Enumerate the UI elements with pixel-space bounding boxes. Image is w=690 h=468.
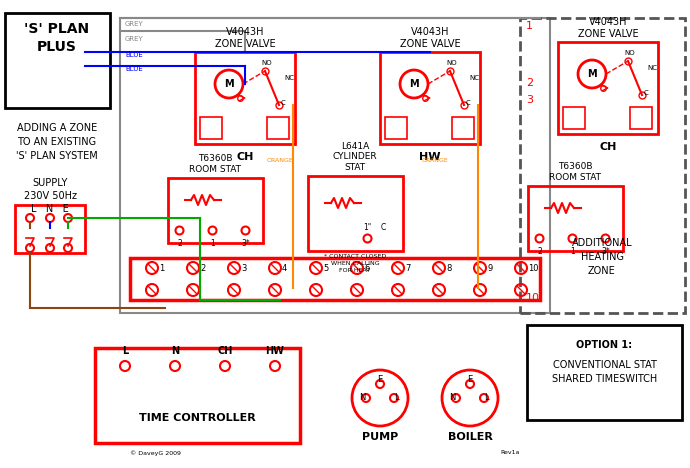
Text: 8: 8 bbox=[446, 264, 451, 273]
Text: NO: NO bbox=[446, 60, 457, 66]
Text: 3: 3 bbox=[526, 95, 533, 105]
Text: T6360B
ROOM STAT: T6360B ROOM STAT bbox=[549, 162, 601, 182]
Text: V4043H
ZONE VALVE: V4043H ZONE VALVE bbox=[578, 17, 638, 39]
Text: CH: CH bbox=[600, 142, 617, 152]
Text: 2: 2 bbox=[200, 264, 205, 273]
Text: N: N bbox=[450, 394, 456, 402]
Text: SUPPLY
230V 50Hz: SUPPLY 230V 50Hz bbox=[23, 178, 77, 201]
Text: 7: 7 bbox=[405, 264, 411, 273]
Text: 2: 2 bbox=[526, 78, 533, 88]
Text: 3: 3 bbox=[241, 264, 246, 273]
Text: ADDING A ZONE
TO AN EXISTING
'S' PLAN SYSTEM: ADDING A ZONE TO AN EXISTING 'S' PLAN SY… bbox=[16, 123, 98, 161]
Text: C: C bbox=[381, 224, 386, 233]
Text: HW: HW bbox=[420, 152, 441, 162]
Text: C: C bbox=[281, 100, 286, 106]
Text: 1": 1" bbox=[364, 224, 372, 233]
Text: NO: NO bbox=[624, 50, 635, 56]
Text: © DaveyG 2009: © DaveyG 2009 bbox=[130, 450, 181, 456]
Text: 1: 1 bbox=[210, 239, 215, 248]
Text: L: L bbox=[122, 346, 128, 356]
Text: HW: HW bbox=[266, 346, 284, 356]
Text: M: M bbox=[587, 69, 597, 79]
Bar bbox=[520, 18, 685, 313]
Text: C: C bbox=[644, 90, 649, 96]
Text: CONVENTIONAL STAT
SHARED TIMESWITCH: CONVENTIONAL STAT SHARED TIMESWITCH bbox=[552, 360, 657, 384]
Text: 1: 1 bbox=[159, 264, 164, 273]
Text: N: N bbox=[359, 394, 366, 402]
Text: OPTION 1:: OPTION 1: bbox=[576, 340, 633, 350]
Text: 3*: 3* bbox=[601, 247, 610, 256]
Text: ADDITIONAL
HEATING
ZONE: ADDITIONAL HEATING ZONE bbox=[572, 238, 632, 276]
Text: ORANGE: ORANGE bbox=[266, 158, 293, 163]
Text: M: M bbox=[409, 79, 419, 89]
Text: CH: CH bbox=[236, 152, 254, 162]
Text: Rev1a: Rev1a bbox=[500, 450, 520, 455]
Text: L   N   E: L N E bbox=[31, 204, 69, 214]
Text: N: N bbox=[171, 346, 179, 356]
Text: 1: 1 bbox=[526, 21, 533, 31]
Text: NC: NC bbox=[284, 75, 294, 81]
Text: GREY: GREY bbox=[125, 21, 144, 27]
Text: * CONTACT CLOSED
WHEN CALLING
FOR HEAT: * CONTACT CLOSED WHEN CALLING FOR HEAT bbox=[324, 255, 386, 273]
Text: L: L bbox=[394, 394, 399, 402]
Text: NO: NO bbox=[262, 60, 273, 66]
Text: 10: 10 bbox=[528, 264, 538, 273]
Text: CH: CH bbox=[217, 346, 233, 356]
Text: GREY: GREY bbox=[125, 36, 144, 42]
Text: 9: 9 bbox=[487, 264, 492, 273]
Text: NC: NC bbox=[647, 65, 657, 71]
Text: BLUE: BLUE bbox=[125, 66, 143, 72]
Text: T6360B
ROOM STAT: T6360B ROOM STAT bbox=[189, 154, 241, 174]
Text: 3*: 3* bbox=[241, 239, 250, 248]
Text: PUMP: PUMP bbox=[362, 432, 398, 442]
Text: 2: 2 bbox=[537, 247, 542, 256]
Text: TIME CONTROLLER: TIME CONTROLLER bbox=[139, 413, 256, 423]
Text: C: C bbox=[466, 100, 471, 106]
Text: 4: 4 bbox=[282, 264, 287, 273]
Text: E: E bbox=[377, 375, 383, 384]
Text: M: M bbox=[224, 79, 234, 89]
Text: ORANGE: ORANGE bbox=[422, 158, 448, 163]
Text: 5: 5 bbox=[323, 264, 328, 273]
Text: L641A
CYLINDER
STAT: L641A CYLINDER STAT bbox=[333, 142, 377, 171]
Text: E: E bbox=[467, 375, 473, 384]
Text: BOILER: BOILER bbox=[448, 432, 493, 442]
Text: NC: NC bbox=[469, 75, 479, 81]
Text: 2: 2 bbox=[177, 239, 182, 248]
Text: V4043H
ZONE VALVE: V4043H ZONE VALVE bbox=[400, 28, 460, 49]
Text: L: L bbox=[484, 394, 489, 402]
Text: 6: 6 bbox=[364, 264, 369, 273]
Text: 'S' PLAN
PLUS: 'S' PLAN PLUS bbox=[24, 22, 90, 54]
Text: 1: 1 bbox=[570, 247, 575, 256]
Text: BLUE: BLUE bbox=[125, 52, 143, 58]
Text: 10: 10 bbox=[526, 293, 540, 303]
Text: V4043H
ZONE VALVE: V4043H ZONE VALVE bbox=[215, 28, 275, 49]
